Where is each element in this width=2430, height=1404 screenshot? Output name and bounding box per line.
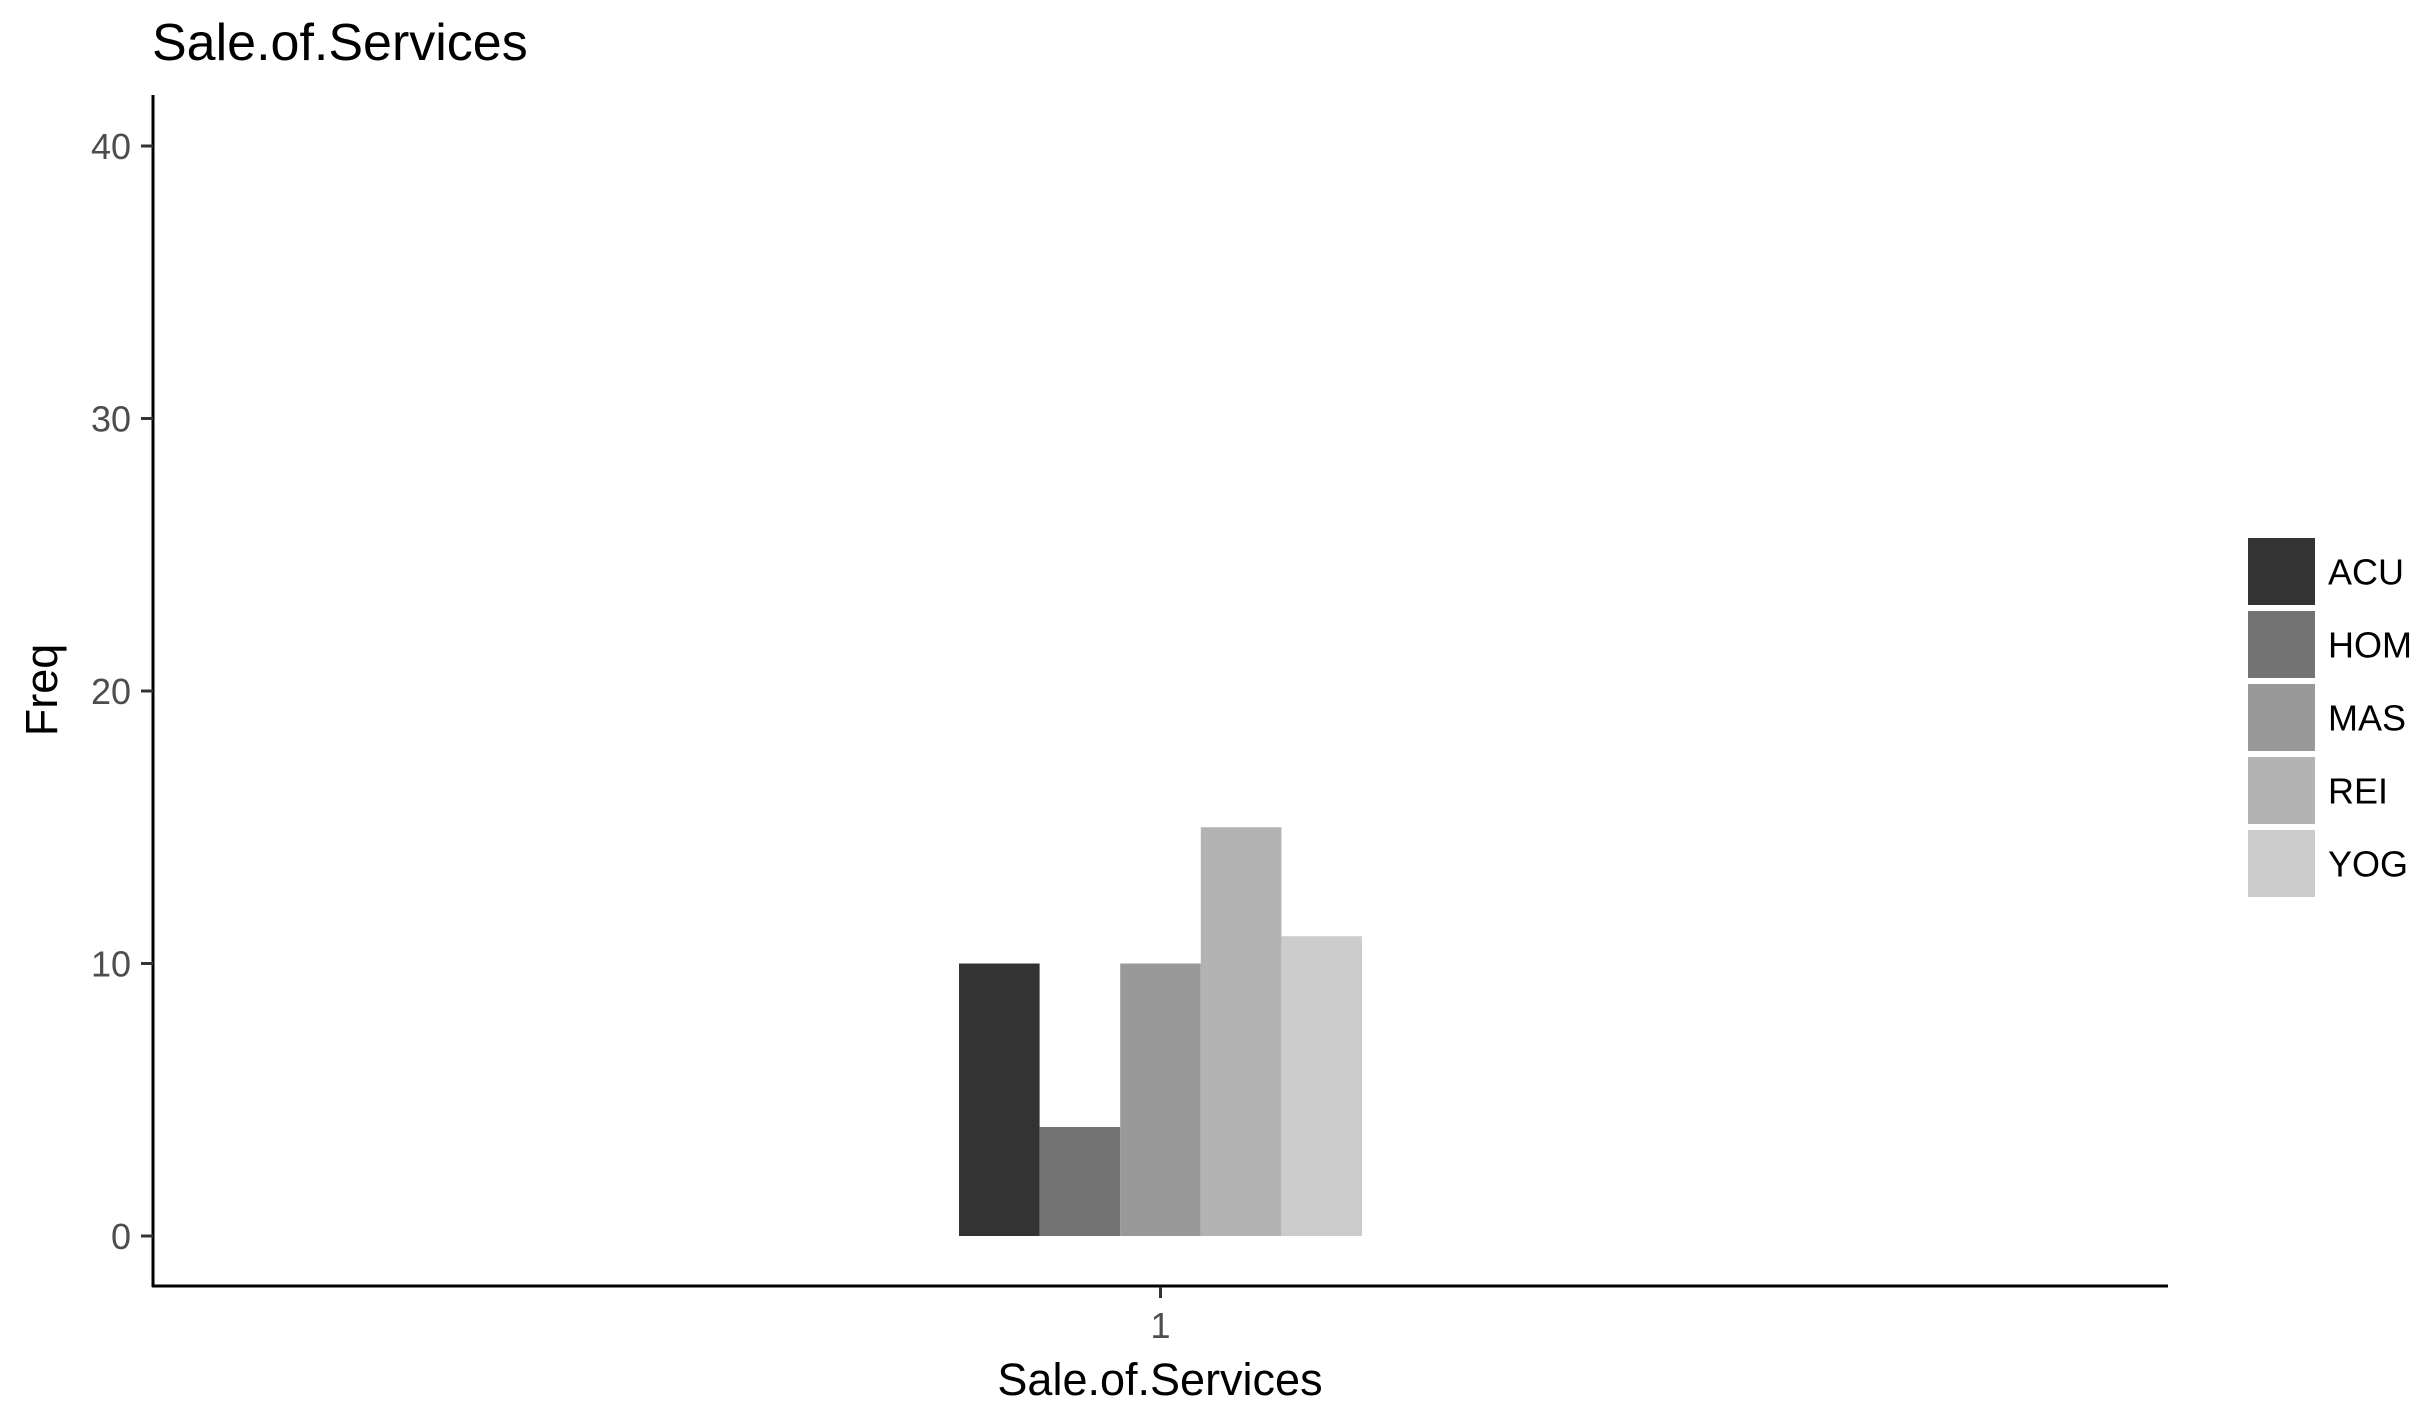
bar-rei: [1200, 827, 1282, 1236]
y-axis-ticks: 0 10 20 30 40: [91, 126, 153, 1257]
legend-key-acu: [2248, 538, 2315, 605]
legend-label-acu: ACU: [2328, 552, 2404, 593]
legend-label-rei: REI: [2328, 771, 2388, 812]
y-tick-label: 0: [111, 1216, 131, 1257]
x-axis-title: Sale.of.Services: [997, 1354, 1322, 1404]
legend: ACU HOM MAS REI YOG: [2248, 538, 2412, 897]
plot-area: [959, 827, 1362, 1236]
legend-key-yog: [2248, 830, 2315, 897]
legend-label-hom: HOM: [2328, 625, 2412, 666]
bar-hom: [1039, 1127, 1121, 1236]
y-axis-title: Freq: [16, 644, 67, 737]
x-tick-label: 1: [1150, 1305, 1170, 1346]
legend-label-yog: YOG: [2328, 844, 2408, 885]
y-tick-label: 20: [91, 671, 131, 712]
legend-key-hom: [2248, 611, 2315, 678]
chart-title: Sale.of.Services: [152, 14, 528, 72]
legend-key-mas: [2248, 684, 2315, 751]
legend-label-mas: MAS: [2328, 698, 2406, 739]
x-axis-ticks: 1: [1150, 1287, 1171, 1346]
y-tick-label: 40: [91, 126, 131, 167]
y-tick-label: 30: [91, 399, 131, 440]
legend-key-rei: [2248, 757, 2315, 824]
bar-mas: [1120, 963, 1201, 1236]
y-tick-label: 10: [91, 944, 131, 985]
bar-yog: [1281, 936, 1362, 1236]
bar-acu: [959, 963, 1040, 1236]
